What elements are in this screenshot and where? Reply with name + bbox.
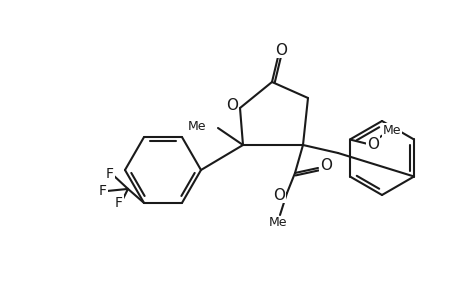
Text: F: F (115, 196, 123, 210)
Text: F: F (106, 167, 114, 181)
Text: F: F (99, 184, 107, 198)
Text: O: O (272, 188, 285, 202)
Text: O: O (366, 137, 378, 152)
Text: O: O (225, 98, 237, 112)
Text: Me: Me (187, 119, 206, 133)
Text: O: O (319, 158, 331, 173)
Text: O: O (274, 43, 286, 58)
Text: Me: Me (268, 217, 286, 230)
Text: Me: Me (382, 124, 400, 137)
